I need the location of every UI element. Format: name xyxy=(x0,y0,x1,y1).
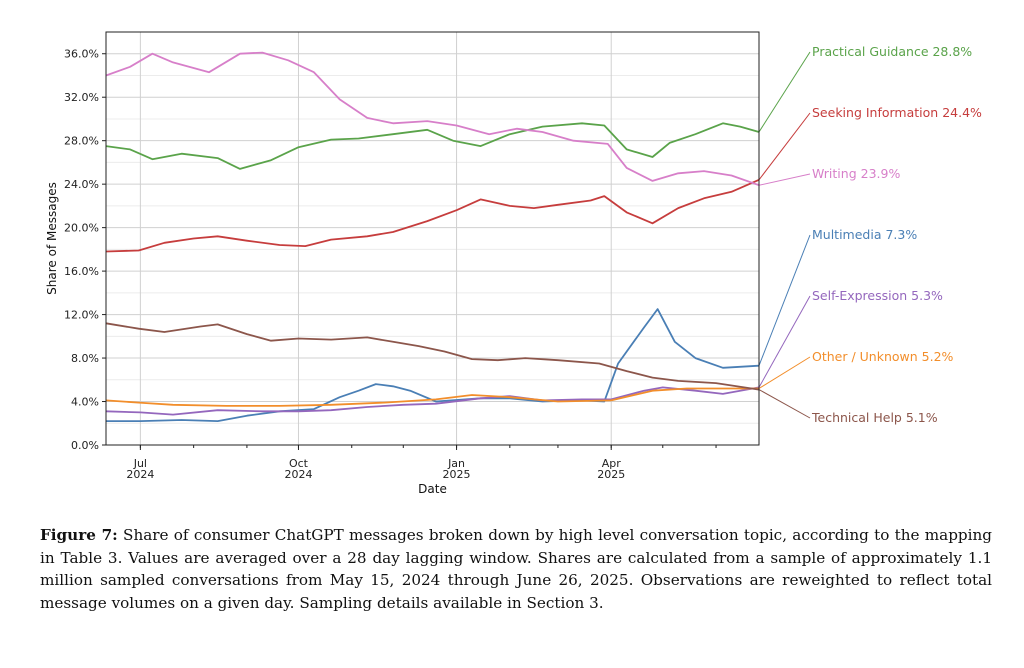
y-tick-label: 28.0% xyxy=(64,135,99,148)
callout-line xyxy=(758,112,811,181)
end-label: Other / Unknown 5.2% xyxy=(812,349,954,364)
x-tick-label-month: Oct xyxy=(289,457,309,470)
callout-line xyxy=(758,295,811,388)
callout-line xyxy=(758,356,811,389)
series-line-technical-help xyxy=(105,322,760,391)
callout-line xyxy=(758,389,811,419)
series-line-seeking-information xyxy=(105,178,760,253)
y-tick-label: 36.0% xyxy=(64,48,99,61)
plot-frame xyxy=(105,31,760,446)
y-tick-label: 8.0% xyxy=(71,352,99,365)
callout-line xyxy=(758,51,811,133)
series-line-self-expression xyxy=(105,386,760,416)
end-label-callouts xyxy=(758,51,811,419)
end-label: Practical Guidance 28.8% xyxy=(812,44,972,59)
end-label: Seeking Information 24.4% xyxy=(812,105,982,120)
figure-caption: Figure 7: Share of consumer ChatGPT mess… xyxy=(40,524,992,614)
end-label: Multimedia 7.3% xyxy=(812,227,917,242)
y-axis: 0.0% 4.0% 8.0% 12.0% 16.0% 20.0% 24.0% 28.0% 32.… xyxy=(64,48,106,452)
callout-line xyxy=(758,173,811,186)
series-line-writing xyxy=(105,51,760,187)
y-axis-title: Share of Messages xyxy=(45,182,59,295)
series-line-other-unknown xyxy=(105,387,759,407)
series-line-multimedia xyxy=(106,308,760,422)
end-label: Writing 23.9% xyxy=(812,166,900,181)
x-tick-label-month: Apr xyxy=(602,457,622,470)
callout-line xyxy=(758,234,811,366)
end-label: Technical Help 5.1% xyxy=(811,410,938,425)
y-tick-label: 32.0% xyxy=(64,91,99,104)
y-tick-label: 4.0% xyxy=(71,396,99,409)
y-tick-label: 24.0% xyxy=(64,178,99,191)
x-axis-title: Date xyxy=(418,482,447,496)
y-tick-label: 0.0% xyxy=(71,439,99,452)
y-tick-label: 12.0% xyxy=(64,309,99,322)
line-chart: 0.0% 4.0% 8.0% 12.0% 16.0% 20.0% 24.0% 28.0% 32.… xyxy=(45,31,982,496)
x-tick-label-year: 2025 xyxy=(443,468,471,481)
y-tick-label: 16.0% xyxy=(64,265,99,278)
end-labels: Practical Guidance 28.8% Seeking Informat… xyxy=(811,44,982,425)
y-tick-label: 20.0% xyxy=(64,222,99,235)
series-lines xyxy=(105,51,760,422)
x-tick-label-month: Jul xyxy=(133,457,147,470)
end-label: Self-Expression 5.3% xyxy=(812,288,943,303)
x-tick-label-year: 2024 xyxy=(284,468,312,481)
grid xyxy=(106,32,759,446)
series-line-practical-guidance xyxy=(105,122,760,170)
x-tick-label-year: 2025 xyxy=(597,468,625,481)
figure-caption-label: Figure 7: xyxy=(40,526,118,544)
figure-caption-text: Share of consumer ChatGPT messages broke… xyxy=(40,526,992,612)
x-tick-label-month: Jan xyxy=(447,457,465,470)
x-tick-label-year: 2024 xyxy=(126,468,154,481)
